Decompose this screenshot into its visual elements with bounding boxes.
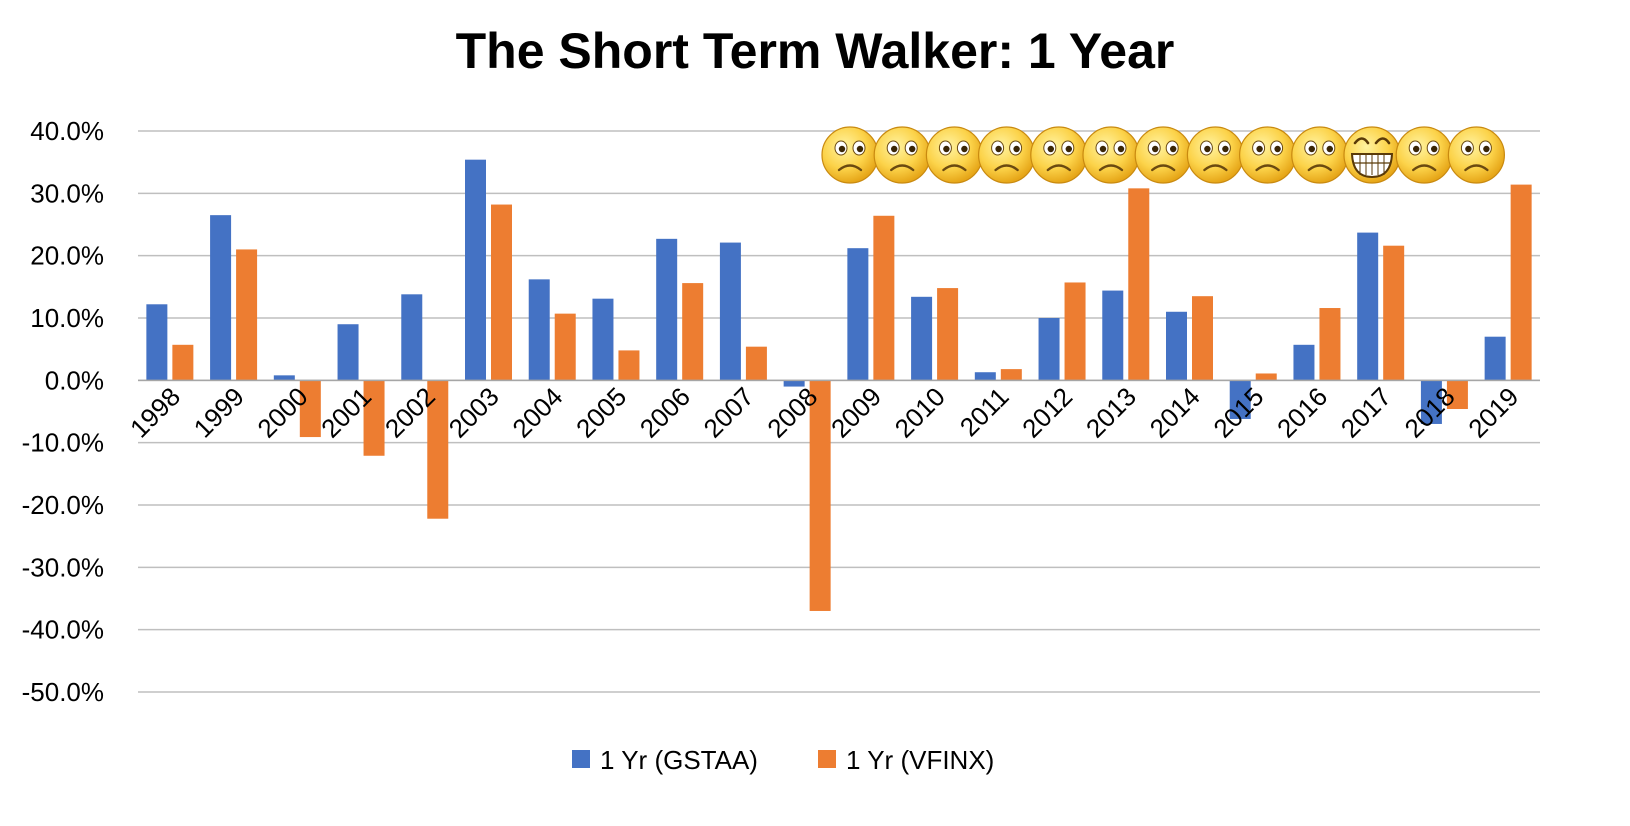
- legend-swatch-gstaa: [572, 750, 590, 768]
- bar-gstaa-2002: [401, 294, 423, 381]
- bar-vfinx-2008: [809, 380, 831, 611]
- y-tick-label: 20.0%: [30, 241, 104, 271]
- bar-gstaa-2003: [465, 159, 486, 381]
- emoji-annotations: [821, 126, 1506, 184]
- y-axis-tick-labels: 40.0% 30.0% 20.0% 10.0% 0.0% -10.0% -20.0% -30.…: [22, 116, 104, 707]
- bar-gstaa-2007: [719, 242, 741, 381]
- sad-face-icon: [1134, 126, 1192, 184]
- bar-vfinx-2009: [873, 215, 895, 381]
- bar-vfinx-2002: [427, 380, 449, 519]
- sad-face-icon: [1082, 126, 1140, 184]
- y-tick-label: 40.0%: [30, 116, 104, 146]
- bar-vfinx-2007: [745, 346, 767, 381]
- bar-vfinx-2014: [1192, 296, 1213, 381]
- bar-gstaa-2015: [1229, 380, 1251, 419]
- bar-vfinx-2005: [618, 350, 640, 381]
- sad-face-icon: [1186, 126, 1245, 184]
- y-tick-label: -40.0%: [22, 615, 104, 645]
- bar-vfinx-1999: [236, 249, 258, 381]
- bar-vfinx-2013: [1128, 188, 1150, 381]
- y-tick-label: -50.0%: [22, 677, 104, 707]
- bar-gstaa-1999: [210, 215, 232, 381]
- y-tick-label: -20.0%: [22, 490, 104, 520]
- bar-gstaa-2009: [847, 248, 869, 381]
- chart-title: The Short Term Walker: 1 Year: [456, 23, 1175, 79]
- sad-face-icon: [1291, 126, 1349, 184]
- sad-face-icon: [1395, 126, 1453, 184]
- bar-vfinx-2016: [1319, 308, 1341, 381]
- legend-label-vfinx: 1 Yr (VFINX): [846, 745, 994, 775]
- bar-gstaa-2013: [1102, 290, 1124, 381]
- bar-vfinx-2000: [299, 380, 321, 438]
- bar-vfinx-2006: [682, 283, 704, 381]
- bar-vfinx-2003: [491, 204, 512, 381]
- sad-face-icon: [1238, 126, 1297, 184]
- bar-gstaa-2012: [1038, 318, 1060, 381]
- bar-gstaa-2000: [273, 375, 295, 381]
- grin-face-icon: [1343, 126, 1401, 184]
- bar-vfinx-2011: [1000, 369, 1022, 381]
- legend: 1 Yr (GSTAA) 1 Yr (VFINX): [572, 745, 994, 775]
- bar-gstaa-2006: [656, 238, 678, 381]
- y-tick-label: -10.0%: [22, 428, 104, 458]
- bar-vfinx-2017: [1383, 245, 1405, 381]
- sad-face-icon: [873, 126, 931, 184]
- bar-vfinx-2010: [937, 288, 959, 381]
- bar-vfinx-2004: [554, 313, 576, 381]
- sad-face-icon: [1447, 126, 1506, 184]
- y-tick-label: 10.0%: [30, 303, 104, 333]
- bar-gstaa-2004: [528, 279, 550, 381]
- bar-gstaa-2014: [1166, 311, 1187, 381]
- bar-vfinx-1998: [172, 344, 194, 381]
- legend-label-gstaa: 1 Yr (GSTAA): [600, 745, 758, 775]
- bar-vfinx-2012: [1064, 282, 1086, 381]
- y-tick-label: -30.0%: [22, 552, 104, 582]
- bar-gstaa-2017: [1357, 232, 1379, 381]
- sad-face-icon: [821, 126, 879, 184]
- bar-gstaa-2019: [1484, 336, 1506, 381]
- bar-vfinx-2015: [1255, 373, 1277, 381]
- bar-gstaa-2001: [337, 324, 359, 381]
- bars: [138, 159, 1540, 611]
- gridlines: [138, 130, 1540, 693]
- y-tick-label: 30.0%: [30, 178, 104, 208]
- bar-gstaa-2010: [911, 296, 933, 381]
- sad-face-icon: [925, 126, 984, 184]
- bar-gstaa-2005: [592, 298, 614, 381]
- bar-vfinx-2001: [363, 380, 385, 456]
- y-tick-label: 0.0%: [45, 365, 104, 395]
- bar-vfinx-2018: [1446, 380, 1468, 410]
- bar-gstaa-2008: [783, 380, 805, 387]
- bar-gstaa-2016: [1293, 344, 1315, 381]
- sad-face-icon: [1030, 126, 1088, 184]
- bar-gstaa-2011: [974, 372, 996, 381]
- sad-face-icon: [977, 126, 1036, 184]
- bar-vfinx-2019: [1510, 184, 1532, 381]
- bar-gstaa-2018: [1420, 380, 1442, 424]
- bar-gstaa-1998: [146, 304, 168, 381]
- legend-swatch-vfinx: [818, 750, 836, 768]
